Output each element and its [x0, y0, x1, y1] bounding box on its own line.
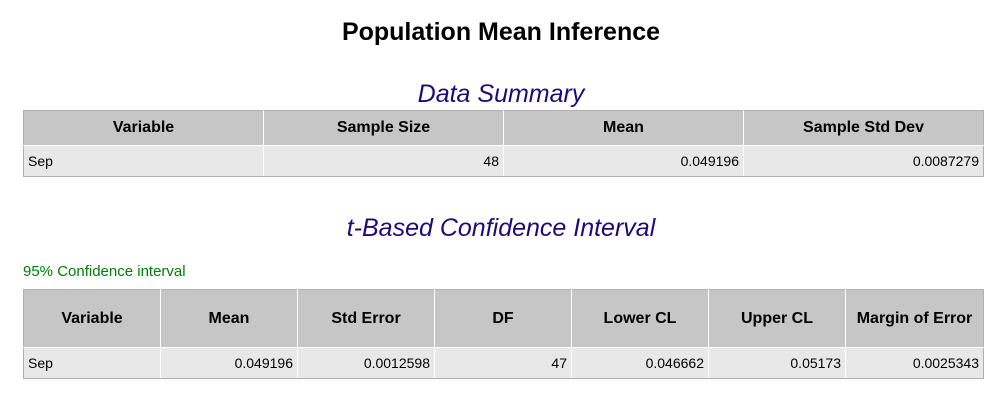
- confidence-interval-title: t-Based Confidence Interval: [346, 214, 656, 242]
- cell-upper-cl: 0.05173: [708, 347, 846, 379]
- cell-df: 47: [434, 347, 572, 379]
- cell-lower-cl: 0.046662: [571, 347, 709, 379]
- data-summary-table: Variable Sample Size Mean Sample Std Dev…: [23, 110, 984, 177]
- table-header-row: Variable Mean Std Error DF Lower CL Uppe…: [23, 289, 984, 348]
- cell-mean: 0.049196: [503, 145, 744, 177]
- column-header-df: DF: [434, 289, 572, 348]
- table-header-row: Variable Sample Size Mean Sample Std Dev: [23, 110, 984, 146]
- cell-mean: 0.049196: [160, 347, 298, 379]
- table-row: Sep 48 0.049196 0.0087279: [23, 145, 984, 177]
- cell-margin-of-error: 0.0025343: [845, 347, 984, 379]
- table-row: Sep 0.049196 0.0012598 47 0.046662 0.051…: [23, 347, 984, 379]
- column-header-mean: Mean: [503, 110, 744, 146]
- cell-variable: Sep: [23, 347, 161, 379]
- column-header-variable: Variable: [23, 289, 161, 348]
- column-header-upper-cl: Upper CL: [708, 289, 846, 348]
- data-summary-title: Data Summary: [417, 80, 585, 108]
- confidence-interval-table: Variable Mean Std Error DF Lower CL Uppe…: [23, 289, 984, 379]
- column-header-sample-size: Sample Size: [263, 110, 504, 146]
- page-title: Population Mean Inference: [341, 18, 661, 46]
- cell-variable: Sep: [23, 145, 264, 177]
- column-header-margin-of-error: Margin of Error: [845, 289, 984, 348]
- column-header-lower-cl: Lower CL: [571, 289, 709, 348]
- cell-sample-std-dev: 0.0087279: [743, 145, 984, 177]
- column-header-std-error: Std Error: [297, 289, 435, 348]
- cell-sample-size: 48: [263, 145, 504, 177]
- confidence-level-note: 95% Confidence interval: [23, 263, 186, 280]
- column-header-mean: Mean: [160, 289, 298, 348]
- column-header-variable: Variable: [23, 110, 264, 146]
- column-header-sample-std-dev: Sample Std Dev: [743, 110, 984, 146]
- cell-std-error: 0.0012598: [297, 347, 435, 379]
